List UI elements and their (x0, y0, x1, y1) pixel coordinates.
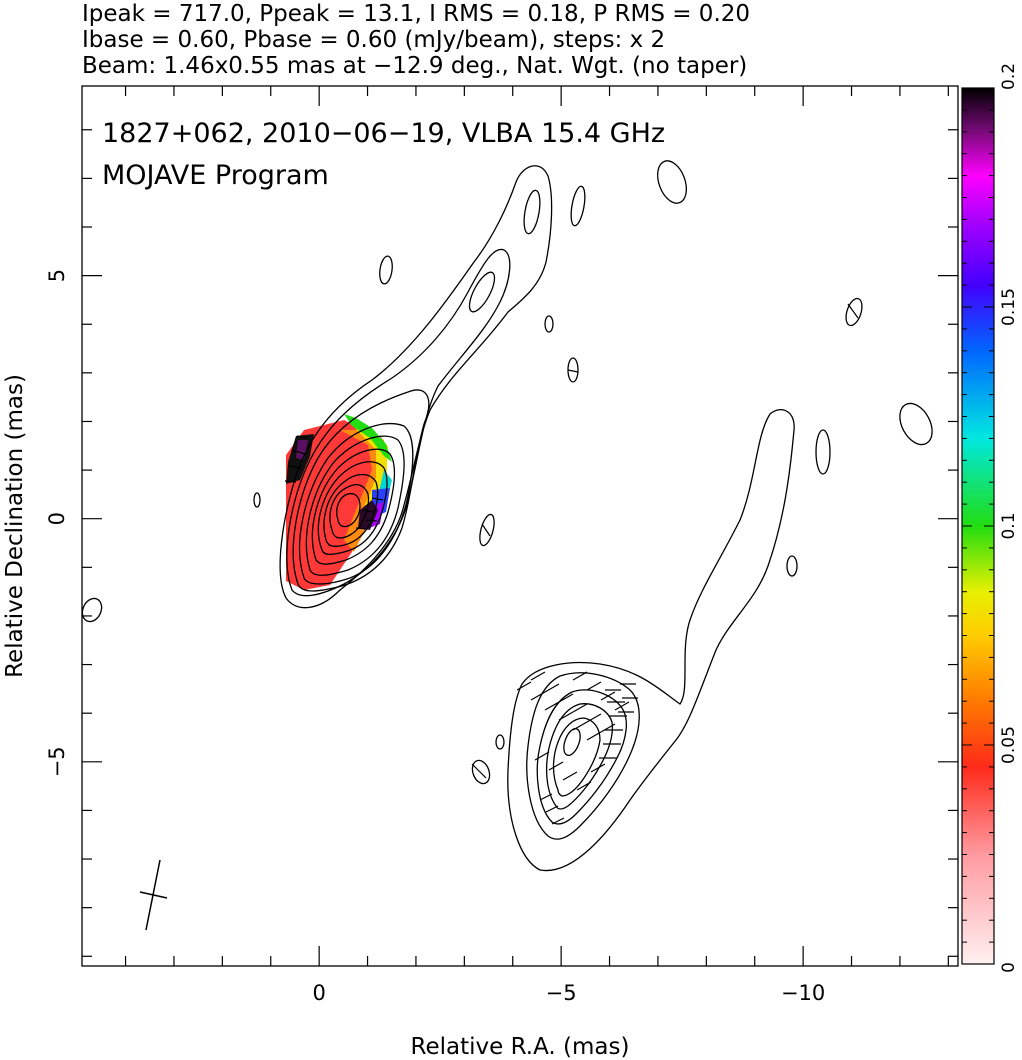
evpa-vector (847, 303, 859, 319)
y-tick-label: 0 (45, 512, 69, 525)
polarization-patch-dark-right (358, 500, 378, 530)
evpa-vector (572, 671, 630, 711)
polarization-patch-green (344, 414, 392, 462)
evpa-vector (471, 763, 487, 779)
colorbar: 0 0.05 0.1 0.15 0.2 (961, 63, 1019, 973)
contour-core-10 (336, 492, 361, 528)
contour-jet-knot-2 (523, 189, 541, 235)
noise-contour (570, 185, 586, 227)
evpa-vector (530, 671, 616, 733)
polarization-patch-red (286, 420, 382, 590)
evpa-vector (599, 689, 627, 759)
colorbar-tick-label: 0.15 (999, 288, 1019, 326)
beam-minor-axis (139, 891, 168, 899)
noise-contour (657, 160, 687, 204)
contour-core-8 (323, 473, 379, 547)
y-axis-label: Relative Declination (mas) (2, 374, 28, 678)
colorbar-tick-label: 0 (999, 962, 1019, 973)
contour-jet-outer (279, 165, 553, 609)
noise-contour (544, 315, 554, 333)
colorbar-tick-label: 0.2 (999, 63, 1019, 90)
plot-area: 1827+062, 2010−06−19, VLBA 15.4 GHz MOJA… (82, 118, 933, 931)
noise-contour (786, 555, 798, 577)
contour-feature-2 (526, 672, 640, 840)
contour-core-6 (311, 448, 396, 565)
contour-core-4 (298, 422, 414, 585)
contour-feature-outer (507, 409, 795, 872)
evpa-vector (355, 497, 384, 530)
x-tick-label: −5 (546, 981, 577, 1005)
contour-core-5 (305, 435, 405, 576)
contour-jet-knot-1 (468, 271, 496, 313)
x-axis-label: Relative R.A. (mas) (411, 1034, 630, 1060)
beam-marker (139, 859, 168, 931)
y-tick-label: −5 (45, 746, 69, 777)
evpa-vector (481, 523, 491, 537)
polarization-color-map (286, 414, 392, 590)
evpa-vector (534, 751, 606, 791)
x-tick-label: −10 (781, 981, 825, 1005)
plot-frame (81, 85, 959, 967)
polarization-vectors (284, 303, 859, 825)
program-annotation: MOJAVE Program (102, 160, 329, 191)
noise-contour (495, 734, 505, 750)
contour-core-9 (329, 483, 370, 539)
contour-feature-5 (552, 717, 601, 797)
header-line-2: Ibase = 0.60, Pbase = 0.60 (mJy/beam), s… (82, 27, 665, 53)
colorbar-tick-label: 0.05 (999, 726, 1019, 764)
contour-lines (82, 160, 933, 872)
contour-core-7 (317, 461, 388, 556)
evpa-vector (284, 435, 308, 483)
evpa-vector (618, 683, 638, 713)
noise-contour (82, 597, 103, 623)
colorbar-ticks: 0 0.05 0.1 0.15 0.2 (962, 63, 1019, 973)
noise-contour (379, 255, 393, 285)
evpa-vector (567, 369, 579, 373)
noise-contour (899, 402, 933, 446)
contour-feature-3 (536, 689, 628, 825)
polarization-patch-orange (340, 430, 384, 552)
header-line-3: Beam: 1.46x0.55 mas at −12.9 deg., Nat. … (82, 53, 747, 79)
y-axis-ticks: 5 0 −5 (45, 129, 958, 957)
x-axis-ticks: 0 −5 −10 (124, 86, 949, 1005)
y-tick-label: 5 (45, 269, 69, 282)
contour-jet-3 (292, 389, 430, 592)
contour-feature-peak (563, 727, 581, 757)
evpa-vector (516, 681, 602, 741)
colorbar-tick-label: 0.1 (999, 512, 1019, 539)
noise-contour (253, 492, 261, 508)
x-tick-label: 0 (312, 981, 325, 1005)
source-annotation: 1827+062, 2010−06−19, VLBA 15.4 GHz (102, 118, 665, 149)
evpa-vector (539, 793, 565, 825)
contour-feature-4 (546, 703, 614, 810)
noise-contour (815, 429, 831, 475)
noise-contour (479, 513, 495, 547)
noise-contour (471, 759, 491, 785)
header-line-1: Ipeak = 717.0, Ppeak = 13.1, I RMS = 0.1… (82, 1, 750, 27)
noise-contour (845, 297, 863, 327)
